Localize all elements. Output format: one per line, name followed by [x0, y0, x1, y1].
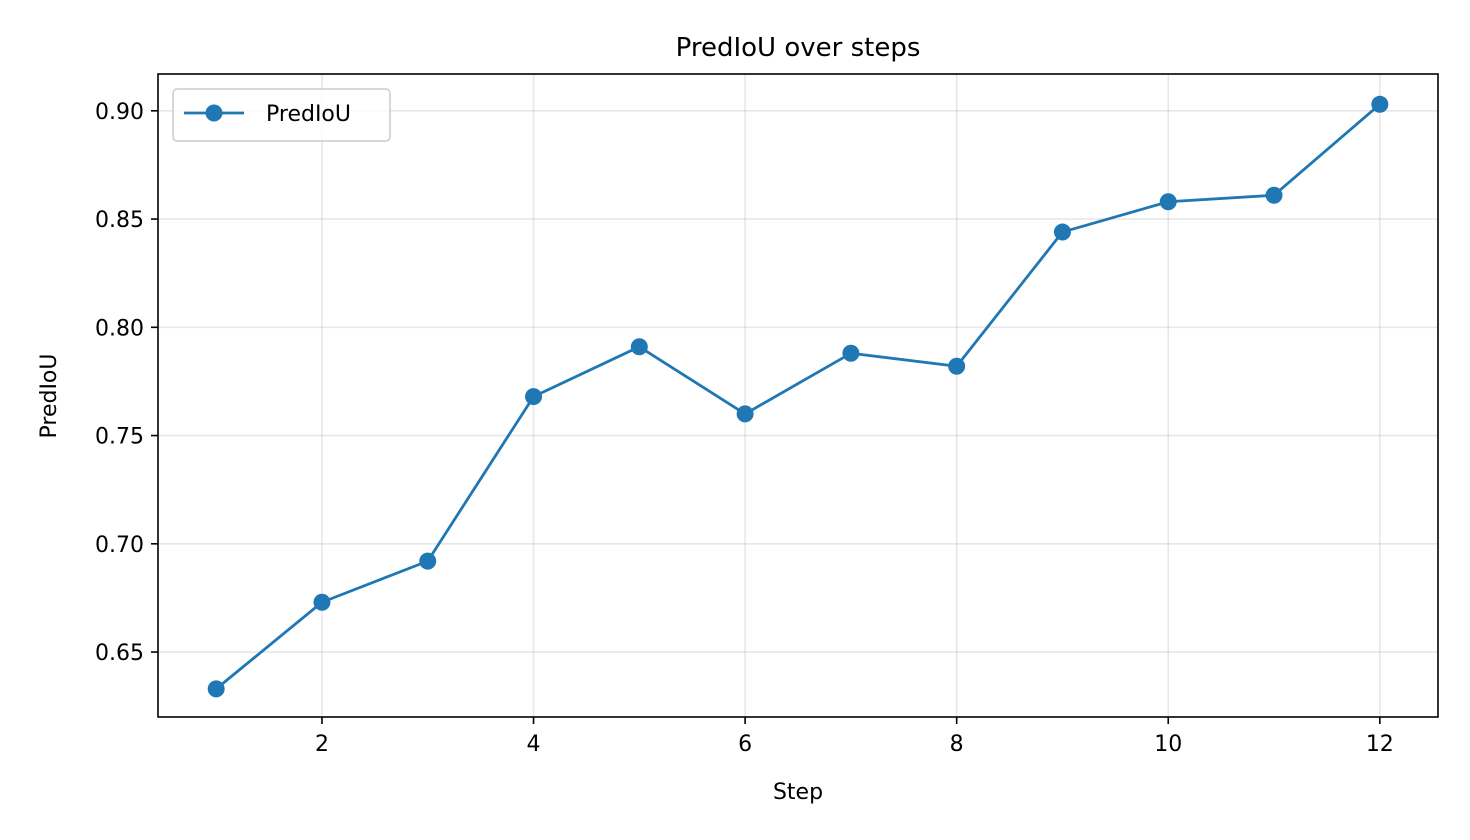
x-axis-label: Step [773, 780, 823, 805]
data-point [948, 357, 966, 375]
legend-marker-swatch [205, 104, 223, 122]
x-tick-label: 2 [315, 732, 329, 757]
y-tick-label: 0.80 [95, 316, 144, 341]
data-point [1265, 186, 1283, 204]
y-tick-label: 0.90 [95, 100, 144, 125]
data-point [313, 593, 331, 611]
x-tick-label: 12 [1366, 732, 1394, 757]
legend-label: PredIoU [266, 102, 351, 127]
y-tick-label: 0.85 [95, 208, 144, 233]
y-axis-label: PredIoU [37, 354, 62, 439]
data-point [525, 388, 543, 406]
x-tick-label: 10 [1154, 732, 1182, 757]
data-point [1053, 223, 1071, 241]
y-tick-label: 0.65 [95, 641, 144, 666]
y-axis: 0.65 0.70 0.75 0.80 0.85 0.90 [95, 100, 158, 666]
legend-box [172, 88, 391, 142]
data-point [736, 405, 754, 423]
x-axis: 2 4 6 8 10 12 [315, 717, 1394, 757]
data-point [207, 680, 225, 698]
x-tick-label: 4 [527, 732, 541, 757]
grid-lines [158, 74, 1438, 717]
data-point [630, 338, 648, 356]
x-tick-label: 8 [950, 732, 964, 757]
plot-area-frame [157, 73, 1439, 718]
series-line [214, 102, 1382, 691]
data-point [842, 344, 860, 362]
y-tick-label: 0.70 [95, 533, 144, 558]
data-series [207, 95, 1389, 698]
legend: PredIoU [172, 88, 391, 142]
chart-title: PredIoU over steps [676, 33, 921, 63]
data-point [419, 552, 437, 570]
data-point [1371, 95, 1389, 113]
x-tick-label: 6 [738, 732, 752, 757]
y-tick-label: 0.75 [95, 425, 144, 450]
data-point [1159, 193, 1177, 211]
